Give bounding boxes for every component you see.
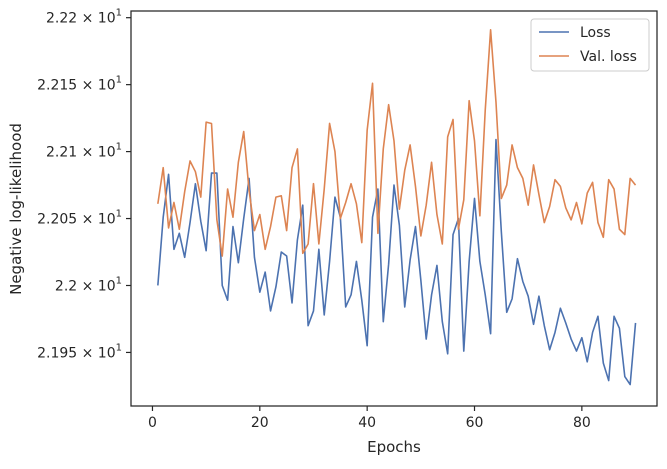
y-tick-label: 2.195 × 101	[37, 342, 122, 361]
y-tick-label: 2.215 × 101	[37, 75, 122, 94]
series-line-val-loss	[157, 28, 637, 257]
legend-label-loss: Loss	[580, 25, 611, 41]
x-tick-label: 20	[251, 415, 269, 431]
y-tick-label: 2.2 × 101	[55, 275, 122, 294]
y-tick-label: 2.22 × 101	[46, 8, 122, 27]
series-lines	[157, 28, 637, 386]
y-tick-label: 2.21 × 101	[46, 142, 122, 161]
y-axis-ticks: 2.195 × 101 2.2 × 101 2.205 × 101 2.21 × 10…	[37, 8, 131, 361]
y-axis-label: Negative log-likelihood	[7, 123, 25, 295]
x-tick-label: 40	[358, 415, 376, 431]
series-line-loss	[157, 138, 637, 386]
x-tick-label: 60	[466, 415, 484, 431]
x-axis-ticks: 0 20 40 60 80	[148, 406, 591, 431]
legend: Loss Val. loss	[530, 18, 650, 72]
y-tick-label: 2.205 × 101	[37, 209, 122, 228]
x-tick-label: 80	[573, 415, 591, 431]
x-axis-label: Epochs	[367, 438, 421, 456]
x-tick-label: 0	[148, 415, 157, 431]
legend-label-val-loss: Val. loss	[580, 49, 637, 65]
axes-frame	[130, 10, 658, 407]
